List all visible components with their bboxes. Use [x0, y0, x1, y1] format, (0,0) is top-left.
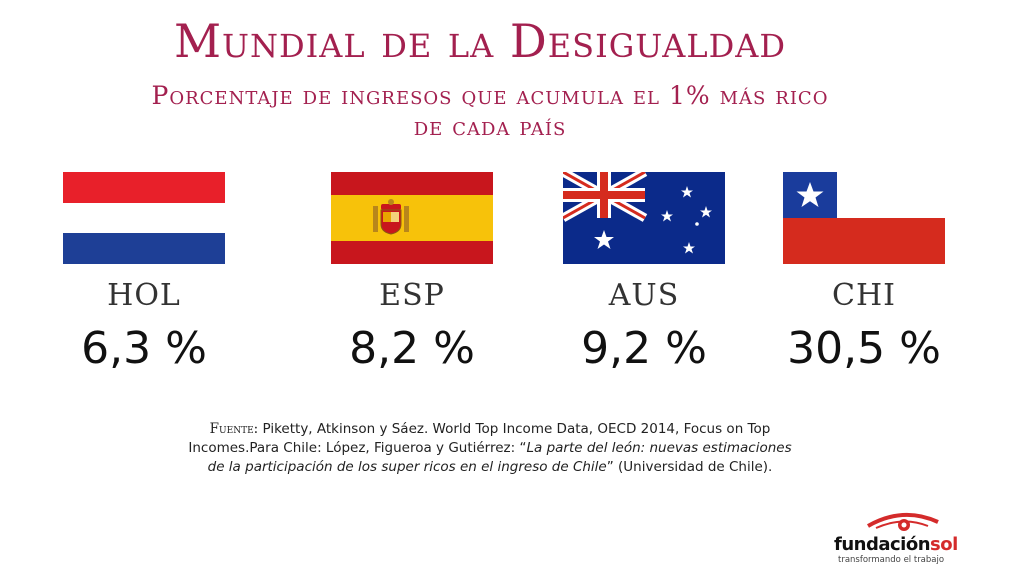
page-title: Mundial de la Desigualdad [173, 14, 787, 68]
country-code: AUS [608, 278, 680, 313]
country-value: 6,3 % [81, 323, 207, 374]
country-value: 30,5 % [787, 323, 941, 374]
logo-wordmark: fundaciónsol [834, 534, 958, 555]
country-code: CHI [832, 278, 896, 313]
country-card-hol: HOL 6,3 % [44, 172, 244, 374]
australia-flag-icon [563, 172, 725, 264]
eye-icon [867, 512, 939, 531]
source-text-2: ” (Universidad de Chile). [606, 459, 773, 475]
country-code: HOL [107, 278, 181, 313]
chile-flag-icon [783, 172, 945, 264]
logo-word-red: sol [930, 534, 958, 555]
spain-flag-icon [331, 172, 493, 264]
country-card-chi: CHI 30,5 % [764, 172, 964, 374]
source-label: Fuente: [209, 421, 259, 437]
union-jack-icon [563, 172, 648, 222]
country-card-aus: AUS 9,2 % [544, 172, 744, 374]
country-value: 9,2 % [581, 323, 707, 374]
fundacion-sol-logo: fundaciónsol transformando el trabajo [828, 508, 978, 568]
subtitle-line-2: de cada país [413, 112, 567, 141]
source-text-1: Piketty, Atkinson y Sáez. World Top Inco… [188, 421, 771, 456]
page-subtitle: Porcentaje de ingresos que acumula el 1%… [60, 80, 920, 142]
logo-tagline: transformando el trabajo [838, 555, 945, 565]
coat-of-arms-icon [373, 199, 409, 235]
source-note: Fuente: Piketty, Atkinson y Sáez. World … [180, 420, 800, 477]
country-code: ESP [379, 278, 445, 313]
subtitle-line-1: Porcentaje de ingresos que acumula el 1%… [151, 81, 829, 110]
country-value: 8,2 % [349, 323, 475, 374]
netherlands-flag-icon [63, 172, 225, 264]
logo-word-black: fundación [834, 534, 931, 555]
source-title: La parte del león: nuevas estimaciones d… [207, 440, 792, 475]
country-card-esp: ESP 8,2 % [312, 172, 512, 374]
